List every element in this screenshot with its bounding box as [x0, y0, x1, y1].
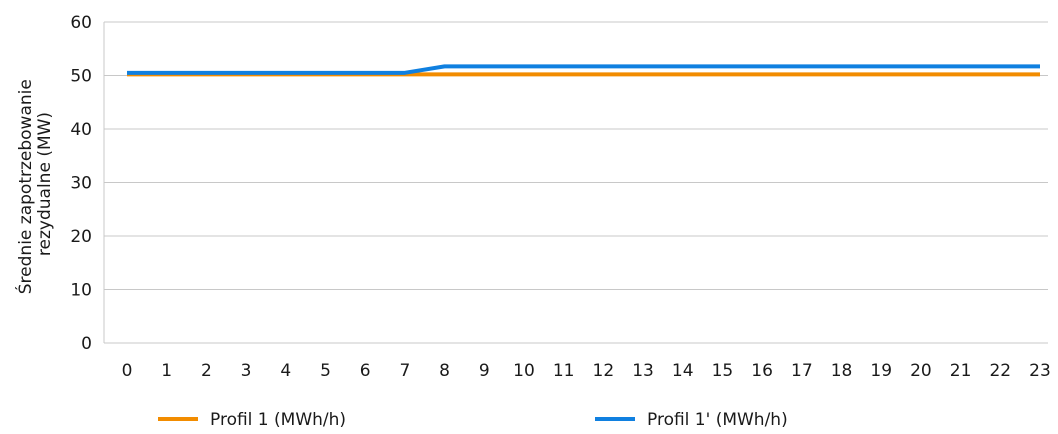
- y-tick-label: 30: [70, 174, 92, 194]
- x-tick-label: 18: [831, 361, 853, 381]
- y-axis-label: Średnie zapotrzebowanie rezydualne (MW): [14, 74, 55, 294]
- grid-lines: [103, 21, 1048, 344]
- x-tick-label: 21: [950, 361, 972, 381]
- x-tick-label: 12: [593, 361, 615, 381]
- series-lines: [127, 64, 1040, 77]
- x-tick-label: 11: [553, 361, 575, 381]
- y-tick-label: 50: [70, 67, 92, 87]
- x-tick-label: 8: [439, 361, 450, 381]
- y-tick-label: 20: [70, 227, 92, 247]
- y-tick-label: 60: [70, 13, 92, 33]
- legend-label-1: Profil 1 (MWh/h): [210, 410, 346, 430]
- x-tick-label: 17: [791, 361, 813, 381]
- x-tick-label: 7: [399, 361, 410, 381]
- x-tick-label: 13: [632, 361, 654, 381]
- x-tick-label: 15: [712, 361, 734, 381]
- y-tick-label: 10: [70, 281, 92, 301]
- x-tick-labels: 0 1 2 3 4 5 6 7 8 9 10 11 12 13 14 15 16 17 18 19 20 21 22 23: [122, 361, 1051, 381]
- y-axis-label-line-1: Średnie zapotrzebowanie: [14, 79, 36, 294]
- series-line-2: [127, 64, 1040, 75]
- x-tick-label: 6: [360, 361, 371, 381]
- x-tick-label: 16: [751, 361, 773, 381]
- x-tick-label: 5: [320, 361, 331, 381]
- x-tick-label: 0: [122, 361, 133, 381]
- x-tick-label: 20: [910, 361, 932, 381]
- x-tick-label: 2: [201, 361, 212, 381]
- x-tick-label: 23: [1029, 361, 1051, 381]
- x-tick-label: 19: [870, 361, 892, 381]
- x-tick-label: 1: [161, 361, 172, 381]
- x-tick-label: 14: [672, 361, 694, 381]
- x-tick-label: 3: [241, 361, 252, 381]
- x-tick-label: 22: [989, 361, 1011, 381]
- y-tick-label: 0: [81, 334, 92, 354]
- x-tick-label: 4: [280, 361, 291, 381]
- x-tick-label: 10: [513, 361, 535, 381]
- legend: Profil 1 (MWh/h) Profil 1' (MWh/h): [158, 410, 788, 430]
- legend-label-2: Profil 1' (MWh/h): [647, 410, 788, 430]
- y-axis-label-line-2: rezydualne (MW): [35, 112, 55, 256]
- y-tick-labels: 0 10 20 30 40 50 60: [70, 13, 92, 354]
- x-tick-label: 9: [479, 361, 490, 381]
- y-tick-label: 40: [70, 120, 92, 140]
